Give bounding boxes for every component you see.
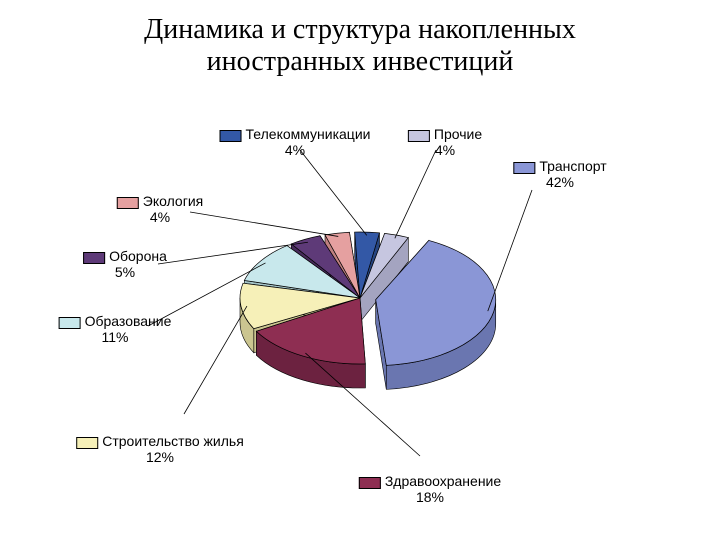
slice-percent: 4% <box>408 142 482 158</box>
slice-percent: 4% <box>220 142 371 158</box>
slice-name: Прочие <box>434 126 482 142</box>
slice-percent: 12% <box>76 449 244 465</box>
slice-percent: 18% <box>359 489 501 505</box>
slice-name: Экология <box>143 193 203 209</box>
leader-line <box>184 306 247 414</box>
title-line2: иностранных инвестиций <box>0 46 720 78</box>
title-line1: Динамика и структура накопленных <box>0 14 720 46</box>
legend-swatch <box>359 477 381 489</box>
slice-percent: 5% <box>83 264 167 280</box>
leader-line <box>190 212 338 236</box>
legend-swatch <box>59 317 81 329</box>
slice-label: Образование11% <box>59 313 172 345</box>
legend-swatch <box>117 197 139 209</box>
leader-line <box>395 150 436 238</box>
slice-percent: 42% <box>513 174 606 190</box>
slice-label: Транспорт42% <box>513 158 606 190</box>
slice-label: Здравоохранение18% <box>359 473 501 505</box>
legend-swatch <box>83 252 105 264</box>
leader-line <box>488 190 532 311</box>
slice-name: Строительство жилья <box>102 433 244 449</box>
legend-swatch <box>408 130 430 142</box>
pie-chart: Транспорт42% Здравоохранение18% Строительс… <box>0 78 720 538</box>
slice-percent: 11% <box>59 329 172 345</box>
slice-label: Прочие4% <box>408 126 482 158</box>
legend-swatch <box>513 162 535 174</box>
legend-swatch <box>220 130 242 142</box>
slice-label: Оборона5% <box>83 248 167 280</box>
slice-percent: 4% <box>117 209 203 225</box>
slice-label: Экология4% <box>117 193 203 225</box>
slice-label: Строительство жилья12% <box>76 433 244 465</box>
slice-name: Транспорт <box>539 158 606 174</box>
slice-name: Оборона <box>109 248 167 264</box>
slice-label: Телекоммуникации4% <box>220 126 371 158</box>
slice-name: Телекоммуникации <box>246 126 371 142</box>
leader-line <box>300 150 367 235</box>
page-title: Динамика и структура накопленных иностра… <box>0 0 720 78</box>
legend-swatch <box>76 437 98 449</box>
slice-name: Здравоохранение <box>385 473 501 489</box>
slice-name: Образование <box>85 313 172 329</box>
